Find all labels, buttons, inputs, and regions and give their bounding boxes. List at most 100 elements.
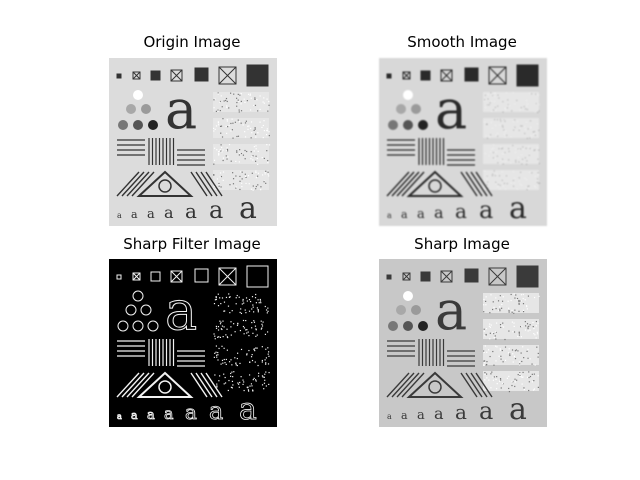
- noise-dot: [244, 122, 247, 124]
- noise-dot: [262, 136, 264, 139]
- noise-dot: [259, 300, 262, 302]
- test-square: [440, 270, 453, 283]
- noise-dot: [503, 118, 505, 121]
- diagonal-line: [190, 372, 208, 398]
- noise-dot: [259, 298, 261, 301]
- noise-dot: [507, 300, 509, 302]
- diagonal-line: [460, 372, 478, 398]
- noise-dot: [245, 182, 247, 185]
- noise-dot: [244, 149, 246, 152]
- noise-dot: [232, 172, 234, 174]
- sharp-image-pattern: aa a a a a a a: [379, 259, 547, 427]
- noise-dot: [485, 296, 487, 298]
- noise-dot: [252, 159, 254, 161]
- noise-dot: [493, 332, 495, 335]
- noise-dot: [267, 351, 270, 353]
- noise-rectangle: [483, 92, 539, 112]
- noise-dot: [240, 122, 242, 124]
- noise-dot: [242, 325, 245, 328]
- noise-dot: [497, 300, 500, 302]
- noise-dot: [495, 124, 497, 126]
- diagonal-line: [396, 171, 420, 197]
- noise-dot: [259, 121, 261, 123]
- noise-dot: [524, 157, 526, 159]
- noise-dot: [221, 345, 223, 347]
- noise-dot: [263, 129, 266, 132]
- noise-dot: [518, 303, 520, 305]
- noise-dot: [216, 149, 218, 151]
- noise-dot: [488, 135, 490, 137]
- noise-dot: [255, 133, 257, 135]
- test-square: [194, 67, 209, 82]
- square-cross: [218, 267, 237, 286]
- noise-dot: [246, 332, 248, 334]
- noise-dot: [493, 364, 495, 366]
- noise-dot: [532, 325, 534, 328]
- noise-dot: [219, 101, 221, 103]
- square-cross: [132, 272, 141, 281]
- noise-dot: [484, 170, 486, 172]
- noise-dot: [500, 387, 502, 389]
- noise-dot: [531, 148, 533, 150]
- letter-a: a: [164, 203, 174, 222]
- letter-a: a: [401, 409, 408, 422]
- noise-dot: [242, 124, 244, 126]
- origin-image-pattern: aa a a a a a a: [109, 58, 277, 226]
- noise-dot: [246, 329, 248, 331]
- noise-dot: [255, 148, 257, 150]
- noise-dot: [261, 327, 263, 329]
- noise-dot: [510, 293, 512, 296]
- noise-dot: [243, 98, 245, 100]
- noise-dot: [236, 135, 238, 138]
- noise-dot: [521, 325, 523, 327]
- noise-dot: [528, 325, 530, 327]
- noise-dot: [235, 186, 237, 188]
- noise-dot: [524, 108, 527, 110]
- noise-dot: [237, 135, 240, 137]
- noise-dot: [248, 310, 251, 312]
- noise-dot: [255, 185, 257, 188]
- noise-dot: [531, 363, 533, 365]
- noise-dot: [252, 189, 254, 191]
- test-square: [516, 64, 539, 87]
- noise-dot: [255, 347, 257, 349]
- noise-dot: [500, 159, 502, 161]
- noise-dot: [525, 179, 527, 181]
- noise-dot: [255, 380, 257, 382]
- test-circle: [403, 291, 413, 301]
- noise-dot: [260, 186, 262, 188]
- noise-dot: [519, 109, 521, 111]
- test-square: [402, 272, 411, 281]
- noise-dot: [507, 104, 509, 106]
- test-circle: [117, 320, 129, 332]
- noise-dot: [229, 312, 231, 314]
- noise-dot: [267, 347, 269, 349]
- noise-dot: [499, 308, 501, 310]
- noise-dot: [490, 373, 492, 375]
- noise-dot: [487, 187, 489, 189]
- noise-dot: [263, 97, 265, 99]
- noise-dot: [219, 323, 222, 325]
- noise-dot: [213, 174, 215, 176]
- noise-dot: [221, 151, 223, 153]
- noise-dot: [266, 130, 269, 132]
- noise-dot: [519, 364, 521, 366]
- noise-dot: [506, 182, 508, 185]
- noise-dot: [483, 298, 485, 301]
- noise-dot: [500, 358, 502, 360]
- noise-dot: [236, 150, 238, 152]
- noise-dot: [255, 145, 257, 147]
- noise-dot: [219, 125, 222, 128]
- noise-dot: [518, 361, 521, 363]
- noise-dot: [215, 327, 218, 329]
- noise-dot: [215, 110, 218, 112]
- noise-dot: [244, 131, 246, 133]
- noise-dot: [224, 382, 227, 384]
- noise-dot: [505, 109, 507, 111]
- noise-dot: [530, 135, 533, 137]
- noise-dot: [537, 356, 539, 358]
- noise-dot: [239, 180, 241, 182]
- noise-dot: [519, 148, 522, 150]
- diagonal-line: [391, 372, 415, 398]
- noise-dot: [238, 100, 240, 102]
